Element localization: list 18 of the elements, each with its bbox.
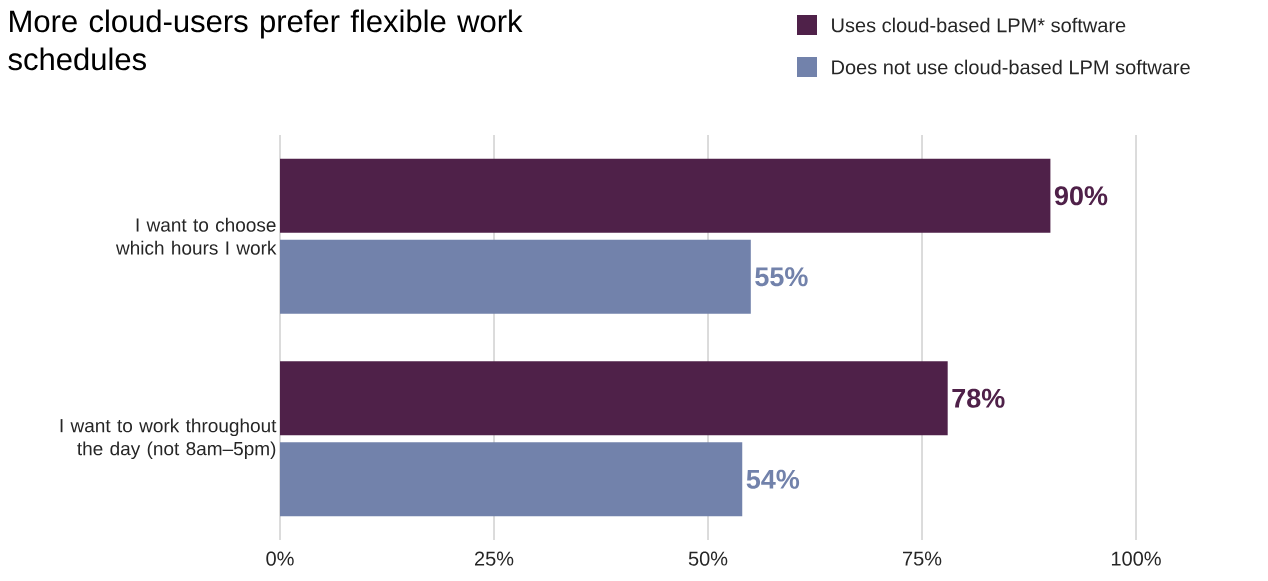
data-label: 78% (952, 388, 1005, 408)
bar (280, 158, 1051, 233)
x-tick-label: 25% (474, 551, 514, 566)
chart-title: More cloud-users prefer flexible work schedules (8, 9, 523, 71)
y-tick-label: I want to work throughout the day (not 8am–5pm) (60, 418, 277, 460)
data-label: 90% (1054, 186, 1108, 206)
x-tick-label: 50% (688, 551, 728, 566)
x-tick-label: 75% (903, 551, 942, 566)
data-label: 54% (746, 469, 800, 489)
bar (280, 361, 948, 436)
data-label: 55% (755, 267, 808, 287)
x-tick-label: 0% (266, 551, 294, 566)
bar (280, 239, 751, 314)
legend-label: Uses cloud-based LPM* software (832, 17, 1126, 33)
bar (280, 442, 743, 517)
legend-label: Does not use cloud-based LPM software (832, 59, 1190, 75)
x-tick-label: 100% (1111, 551, 1161, 566)
y-tick-label: I want to choose which hours I work (115, 217, 277, 255)
